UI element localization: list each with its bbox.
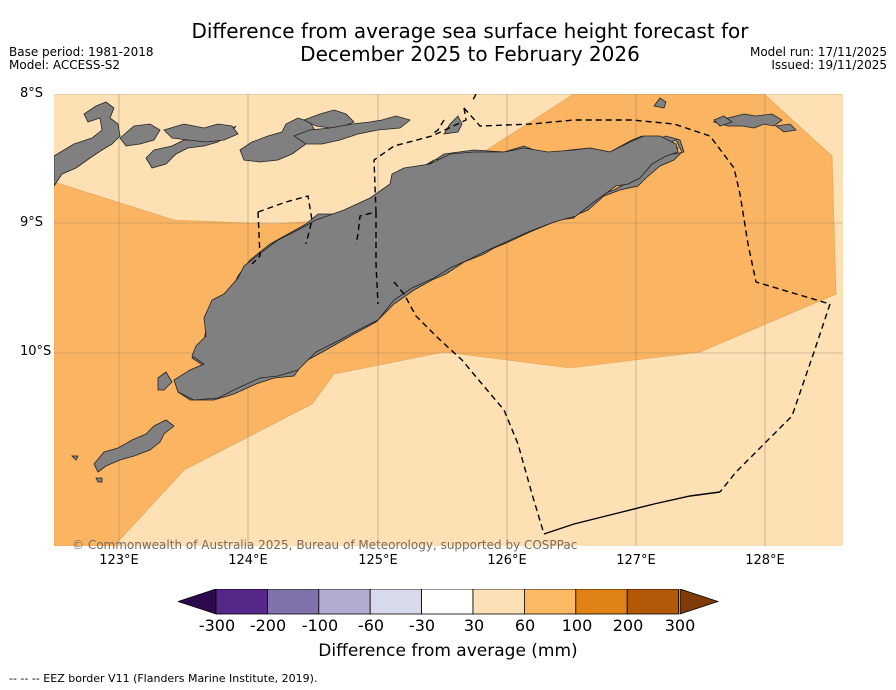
colorbar xyxy=(178,589,720,615)
meta-left: Base period: 1981-2018 Model: ACCESS-S2 xyxy=(9,46,154,72)
colorbar-box xyxy=(215,589,268,615)
wetar-island xyxy=(293,115,411,145)
lon-label-127e: 127°E xyxy=(616,553,656,568)
colorbar-box xyxy=(575,589,628,615)
colorbar-boxes xyxy=(215,589,680,615)
colorbar-tick: -300 xyxy=(198,616,236,635)
island-a xyxy=(119,123,161,147)
colorbar-tick: 30 xyxy=(463,616,485,635)
colorbar-tick: 200 xyxy=(612,616,644,635)
island-g xyxy=(653,97,667,109)
island-small-sw xyxy=(71,455,79,461)
colorbar-tick: -100 xyxy=(301,616,339,635)
island-f xyxy=(443,115,463,135)
colorbar-tick: -200 xyxy=(249,616,287,635)
lon-label-126e: 126°E xyxy=(487,553,527,568)
island-d xyxy=(239,117,317,163)
base-period: Base period: 1981-2018 xyxy=(9,45,154,59)
island-i xyxy=(774,123,797,133)
island-sumba xyxy=(93,419,175,473)
meta-right: Model run: 17/11/2025 Issued: 19/11/2025 xyxy=(750,46,887,72)
colorbar-box xyxy=(523,589,577,615)
title-line-1: Difference from average sea surface heig… xyxy=(191,19,749,43)
map-svg xyxy=(54,94,843,546)
lat-label-10s: 10°S xyxy=(20,344,52,359)
lon-label-123e: 123°E xyxy=(99,553,139,568)
eez-solid-segment xyxy=(543,491,721,535)
colorbar-tick: -60 xyxy=(357,616,385,635)
colorbar-tick: 300 xyxy=(664,616,696,635)
island-small-sw2 xyxy=(95,477,103,483)
island-j xyxy=(713,115,733,127)
colorbar-extend-low xyxy=(178,589,217,615)
lat-label-8s: 8°S xyxy=(20,86,44,101)
northern-islands-west xyxy=(54,101,121,187)
model-name: Model: ACCESS-S2 xyxy=(9,58,121,72)
colorbar-tick: 100 xyxy=(561,616,593,635)
colorbar-tick: 60 xyxy=(514,616,536,635)
colorbar-label: Difference from average (mm) xyxy=(318,641,578,661)
model-run: Model run: 17/11/2025 xyxy=(749,45,887,59)
island-rote xyxy=(157,371,173,391)
island-c xyxy=(163,123,239,143)
timor-main xyxy=(173,135,679,401)
colorbar-box xyxy=(267,589,320,615)
chart-title: Difference from average sea surface heig… xyxy=(0,20,896,66)
island-h xyxy=(712,113,783,129)
colorbar-box xyxy=(626,589,680,615)
colorbar-tick: -30 xyxy=(408,616,436,635)
lon-label-124e: 124°E xyxy=(228,553,268,568)
island-e xyxy=(303,109,355,129)
colorbar-box xyxy=(421,589,474,615)
copyright-text: © Commonwealth of Australia 2025, Bureau… xyxy=(72,538,578,552)
colorbar-box xyxy=(369,589,422,615)
colorbar-box xyxy=(472,589,525,615)
title-line-2: December 2025 to February 2026 xyxy=(300,42,640,66)
eez-footnote: -- -- -- EEZ border V11 (Flanders Marine… xyxy=(9,672,318,685)
issued-date: Issued: 19/11/2025 xyxy=(771,58,887,72)
eez-border xyxy=(251,94,831,535)
lat-label-9s: 9°S xyxy=(20,215,44,230)
colorbar-extend-high xyxy=(679,589,720,615)
map-panel xyxy=(54,94,843,546)
colorbar-box xyxy=(318,589,371,615)
lon-label-128e: 128°E xyxy=(745,553,785,568)
lon-label-125e: 125°E xyxy=(358,553,398,568)
